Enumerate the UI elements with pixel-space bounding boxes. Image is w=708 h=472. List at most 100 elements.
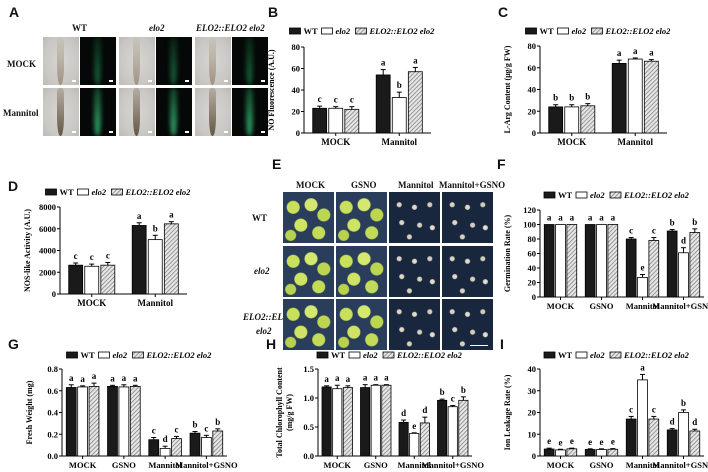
y-tick-label: 20	[292, 107, 301, 117]
bar	[458, 399, 469, 457]
legend-label: WT	[558, 190, 573, 200]
significance-letter: b	[670, 218, 675, 228]
significance-letter: c	[204, 423, 208, 433]
legend-label: ELO2::ELO2 elo2	[605, 26, 672, 36]
x-tick-label: Mannitol+GSNO	[652, 301, 708, 311]
y-tick-label: 20	[528, 278, 537, 288]
bar	[65, 387, 77, 457]
significance-letter: a	[110, 373, 115, 383]
legend-swatch	[575, 191, 588, 199]
seedling-plate-image	[283, 246, 334, 297]
chart-f-germination: 0 20 40 60 80 100 120 Germination Rate (%) MOCK a…	[503, 190, 708, 311]
legend-swatch	[316, 351, 329, 359]
significance-letter: b	[553, 93, 558, 103]
y-tick-label: 0.0	[303, 451, 314, 461]
x-tick-label: Mannitol	[397, 460, 431, 470]
bar	[637, 277, 648, 298]
bar	[607, 224, 619, 298]
significance-letter: b	[692, 217, 697, 227]
seedling-plate-image	[283, 192, 334, 243]
significance-letter: c	[74, 251, 78, 261]
significance-letter: a	[324, 374, 329, 384]
x-tick-label: MOCK	[557, 137, 586, 147]
panel-a-col-wt: WT	[72, 23, 88, 33]
seedling-plate-image	[283, 299, 334, 350]
x-tick-label: Mannitol+GSNO	[422, 460, 485, 470]
brightfield-image	[195, 88, 231, 136]
seedling-plate-image	[442, 299, 493, 350]
bar	[584, 224, 596, 298]
bar	[148, 439, 160, 457]
legend-label: WT	[81, 350, 96, 360]
bar	[171, 438, 182, 457]
significance-letter: c	[629, 404, 633, 414]
y-tick-label: 2000	[39, 267, 56, 277]
bar	[648, 418, 660, 457]
x-tick-label: Mannitol	[626, 460, 660, 470]
bar	[596, 224, 607, 298]
bar	[637, 379, 648, 457]
fluorescence-image	[80, 88, 116, 136]
y-tick-label: 8000	[39, 202, 56, 212]
significance-letter: d	[681, 236, 686, 246]
significance-letter: e	[588, 437, 592, 447]
significance-letter: c	[152, 426, 156, 436]
y-tick-label: 0	[532, 292, 536, 302]
legend-swatch	[132, 351, 144, 359]
significance-letter: c	[318, 94, 322, 104]
panel-a-col-complement: ELO2::ELO2 elo2	[196, 23, 265, 33]
y-tick-label: 40	[292, 85, 301, 95]
x-tick-label: GSNO	[589, 301, 613, 311]
y-axis-label: Ion Leakage Rate (%)	[503, 374, 512, 450]
fluorescence-image	[156, 88, 192, 136]
significance-letter: b	[461, 385, 466, 395]
legend-label: WT	[558, 350, 573, 360]
legend-label: ELO2::ELO2 elo2	[146, 350, 213, 360]
bar	[212, 430, 224, 457]
significance-letter: e	[547, 436, 551, 446]
significance-letter: c	[175, 424, 179, 434]
y-tick-label: 0	[296, 128, 300, 138]
y-tick-label: 10	[528, 429, 537, 439]
y-tick-label: 20	[528, 106, 537, 116]
x-tick-label: Mannitol	[617, 137, 653, 147]
legend-swatch	[66, 351, 78, 359]
y-tick-label: 80	[528, 41, 537, 51]
bar	[555, 449, 566, 457]
y-tick-label: 1.5	[303, 364, 314, 374]
y-tick-label: 1.0	[303, 393, 314, 403]
significance-letter: e	[611, 437, 615, 447]
panel-letter-h: H	[266, 336, 277, 352]
significance-letter: b	[569, 93, 574, 103]
bar	[543, 448, 555, 457]
significance-letter: a	[599, 213, 604, 223]
seedling-plate-image	[336, 299, 387, 350]
bar	[555, 224, 566, 298]
legend-swatch	[525, 27, 537, 35]
y-axis-label-line2: (mg/g FW)	[285, 394, 294, 431]
x-tick-label: Mannitol+GSNO	[652, 460, 708, 470]
legend-swatch	[355, 27, 367, 35]
significance-letter: c	[451, 394, 455, 404]
x-tick-label: Mannitol	[148, 460, 182, 470]
bar	[648, 240, 660, 298]
y-tick-label: 0.6	[47, 386, 58, 396]
y-tick-label: 0.5	[303, 422, 314, 432]
bar	[611, 63, 627, 134]
significance-letter: a	[617, 48, 622, 58]
bar	[129, 386, 141, 457]
significance-letter: b	[440, 387, 445, 397]
legend-swatch	[543, 351, 556, 359]
bar	[370, 384, 381, 457]
brightfield-image	[43, 88, 79, 136]
x-tick-label: GSNO	[589, 460, 613, 470]
bar	[312, 107, 328, 134]
bar	[88, 386, 100, 457]
significance-letter: a	[363, 373, 368, 383]
significance-letter: a	[133, 373, 138, 383]
bar	[321, 386, 332, 457]
bar	[584, 449, 596, 457]
legend-label: ELO2::ELO2 elo2	[396, 350, 463, 360]
significance-letter: a	[611, 213, 616, 223]
panel-letter-b: B	[268, 4, 279, 20]
